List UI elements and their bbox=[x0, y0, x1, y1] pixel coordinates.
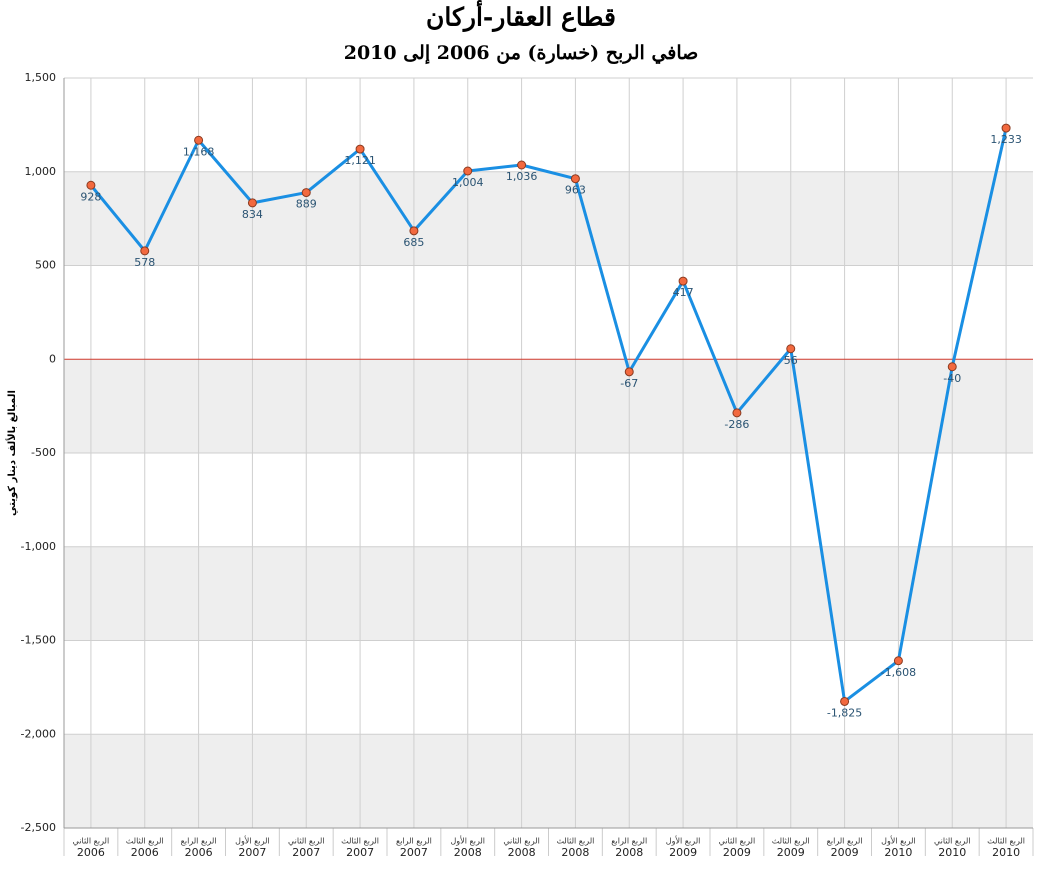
data-point bbox=[409, 226, 419, 236]
x-tick-label: الربع الأول bbox=[881, 836, 916, 846]
plot-band bbox=[64, 359, 1033, 453]
data-point bbox=[355, 144, 365, 154]
data-point bbox=[517, 160, 527, 170]
data-label: 1,121 bbox=[344, 154, 376, 167]
data-label: -1,825 bbox=[827, 706, 862, 719]
x-tick-label: 2006 bbox=[77, 846, 105, 859]
x-tick-label: الربع الرابع bbox=[396, 837, 432, 846]
data-point bbox=[678, 276, 688, 286]
x-tick-label: الربع الرابع bbox=[181, 837, 217, 846]
y-tick-label: -500 bbox=[31, 446, 56, 459]
plot-band bbox=[64, 546, 1033, 641]
x-tick-label: الربع الثاني bbox=[503, 837, 540, 846]
data-label: 1,168 bbox=[183, 145, 215, 158]
data-label: -40 bbox=[943, 372, 961, 385]
data-point bbox=[1001, 123, 1011, 133]
y-tick-label: 0 bbox=[49, 352, 56, 365]
data-point bbox=[624, 367, 634, 377]
data-label: 928 bbox=[80, 190, 101, 203]
data-label: 1,004 bbox=[452, 176, 484, 189]
x-tick-label: الربع الثاني bbox=[288, 837, 325, 846]
x-tick-label: الربع الثالث bbox=[987, 837, 1025, 846]
x-tick-label: الربع الثاني bbox=[73, 837, 110, 846]
x-tick-label: 2007 bbox=[238, 846, 266, 859]
data-label: 889 bbox=[296, 198, 317, 211]
x-tick-label: الربع الأول bbox=[666, 836, 701, 846]
data-label: 834 bbox=[242, 208, 263, 221]
x-tick-label: 2009 bbox=[669, 846, 697, 859]
x-tick-label: 2009 bbox=[831, 846, 859, 859]
data-point bbox=[947, 362, 957, 372]
data-label: 685 bbox=[403, 236, 424, 249]
y-tick-label: 500 bbox=[35, 259, 56, 272]
y-tick-label: 1,000 bbox=[25, 165, 57, 178]
data-label: -286 bbox=[724, 418, 749, 431]
data-point bbox=[570, 174, 580, 184]
x-tick-label: 2009 bbox=[777, 846, 805, 859]
data-point bbox=[893, 656, 903, 666]
y-tick-label: -1,000 bbox=[21, 540, 56, 553]
y-axis-label: المبالغ بالألف دينار كويتي bbox=[5, 390, 18, 516]
x-tick-label: الربع الأول bbox=[235, 836, 270, 846]
series-line bbox=[89, 127, 1008, 703]
x-tick-label: الربع الثالث bbox=[341, 837, 379, 846]
y-tick-label: -1,500 bbox=[21, 634, 56, 647]
data-label: 1,036 bbox=[506, 170, 538, 183]
data-point bbox=[840, 696, 850, 706]
x-tick-label: 2006 bbox=[131, 846, 159, 859]
data-label: 56 bbox=[784, 354, 798, 367]
data-label: -1,608 bbox=[881, 666, 916, 679]
data-point bbox=[301, 188, 311, 198]
x-tick-label: 2008 bbox=[508, 846, 536, 859]
data-label: 578 bbox=[134, 256, 155, 269]
y-tick-label: -2,500 bbox=[21, 821, 56, 834]
data-label: 417 bbox=[673, 286, 694, 299]
data-point bbox=[86, 180, 96, 190]
data-point bbox=[463, 166, 473, 176]
x-tick-label: 2007 bbox=[400, 846, 428, 859]
x-tick-label: 2007 bbox=[292, 846, 320, 859]
data-label: -67 bbox=[620, 377, 638, 390]
x-tick-label: الربع الثاني bbox=[934, 837, 971, 846]
chart-subtitle: صافي الربح (خسارة) من 2006 إلى 2010 bbox=[344, 42, 699, 65]
data-point bbox=[247, 198, 257, 208]
x-tick-label: الربع الثالث bbox=[556, 837, 594, 846]
data-point bbox=[194, 135, 204, 145]
chart-title: قطاع العقار-أركان bbox=[426, 0, 616, 33]
data-point bbox=[140, 246, 150, 256]
y-tick-label: -2,000 bbox=[21, 727, 56, 740]
data-label: 1,233 bbox=[990, 133, 1022, 146]
x-tick-label: 2009 bbox=[723, 846, 751, 859]
x-tick-label: الربع الرابع bbox=[827, 837, 863, 846]
y-tick-label: 1,500 bbox=[25, 71, 57, 84]
x-tick-label: 2010 bbox=[884, 846, 912, 859]
data-point bbox=[732, 408, 742, 418]
x-tick-label: الربع الثالث bbox=[772, 837, 810, 846]
plot-band bbox=[64, 171, 1033, 266]
x-tick-label: 2006 bbox=[185, 846, 213, 859]
x-tick-label: 2008 bbox=[454, 846, 482, 859]
x-tick-label: الربع الثاني bbox=[719, 837, 756, 846]
x-tick-label: 2007 bbox=[346, 846, 374, 859]
x-tick-label: 2010 bbox=[992, 846, 1020, 859]
data-point bbox=[786, 344, 796, 354]
x-tick-label: الربع الرابع bbox=[611, 837, 647, 846]
data-label: 963 bbox=[565, 184, 586, 197]
x-tick-label: 2010 bbox=[938, 846, 966, 859]
x-tick-label: 2008 bbox=[615, 846, 643, 859]
plot-band bbox=[64, 734, 1033, 828]
x-tick-label: الربع الأول bbox=[450, 836, 485, 846]
x-tick-label: 2008 bbox=[561, 846, 589, 859]
x-tick-label: الربع الثالث bbox=[126, 837, 164, 846]
